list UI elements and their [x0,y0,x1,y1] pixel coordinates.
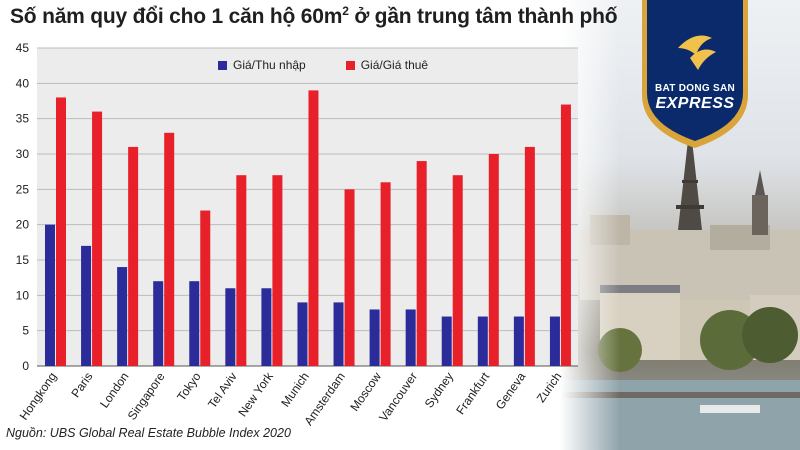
x-tick-label: London [97,370,131,411]
bar-income [369,309,380,366]
x-tick-label: Sydney [422,370,456,411]
logo-text-line1: BAT DONG SAN [654,83,736,94]
bar-rent [272,175,283,366]
bar-rent [488,154,499,366]
bar-rent [236,175,247,366]
x-tick-label: Frankfurt [453,369,492,417]
legend-swatch-income [218,60,227,70]
bar-rent [524,146,535,366]
y-tick-label: 25 [16,182,30,196]
bar-rent [200,210,211,366]
y-tick-label: 45 [16,41,30,55]
bar-rent [452,175,463,366]
legend-swatch-rent [345,60,355,70]
bar-income [513,316,524,366]
x-tick-label: New York [235,369,276,419]
plot-area [37,48,578,366]
bar-rent [560,104,571,367]
x-tick-label: Munich [278,370,312,410]
bar-income [441,316,452,366]
legend-label-income: Giá/Thu nhập [233,58,306,72]
bar-rent [92,111,103,366]
legend-item-rent: Giá/Giá thuê [345,58,429,72]
bar-income [81,245,92,366]
legend-item-income: Giá/Thu nhập [218,58,306,72]
y-tick-label: 30 [16,147,30,161]
y-tick-label: 20 [16,218,30,232]
x-tick-label: Tel Aviv [205,370,240,411]
y-tick-label: 5 [22,324,29,338]
bar-income [477,316,488,366]
bar-income [45,224,55,366]
bar-income [333,302,344,366]
bar-income [225,288,236,366]
bar-rent [128,146,139,366]
x-tick-label: Moscow [347,369,384,413]
bar-income [405,309,416,366]
bar-rent [380,182,391,366]
y-tick-label: 35 [16,112,30,126]
x-tick-label: Hongkong [17,370,60,423]
x-tick-label: Zurich [534,370,565,405]
x-tick-label: Tokyo [174,369,204,403]
x-tick-label: Geneva [493,369,529,412]
x-tick-label: Paris [68,370,95,400]
y-tick-label: 0 [22,359,29,373]
bar-income [189,281,200,366]
y-tick-label: 15 [16,253,30,267]
chart-legend: Giá/Thu nhập Giá/Giá thuê [218,58,428,72]
bar-rent [344,189,355,366]
bar-income [549,316,560,366]
y-tick-label: 10 [16,288,30,302]
bar-income [261,288,272,366]
chart-title: Số năm quy đổi cho 1 căn hộ 60m2 ở gần t… [10,4,618,28]
y-tick-label: 40 [16,76,30,90]
bar-rent [56,97,66,366]
legend-label-rent: Giá/Giá thuê [360,58,429,72]
bar-income [117,267,128,366]
bar-rent [308,90,319,367]
bar-rent [164,132,175,366]
x-tick-label: Singapore [125,369,168,422]
source-note: Nguồn: UBS Global Real Estate Bubble Ind… [6,426,291,440]
logo-shield-icon [642,0,748,148]
bar-rent [416,161,427,366]
logo-text-line2: EXPRESS [655,95,735,112]
bar-income [153,281,164,366]
bar-income [297,302,308,366]
